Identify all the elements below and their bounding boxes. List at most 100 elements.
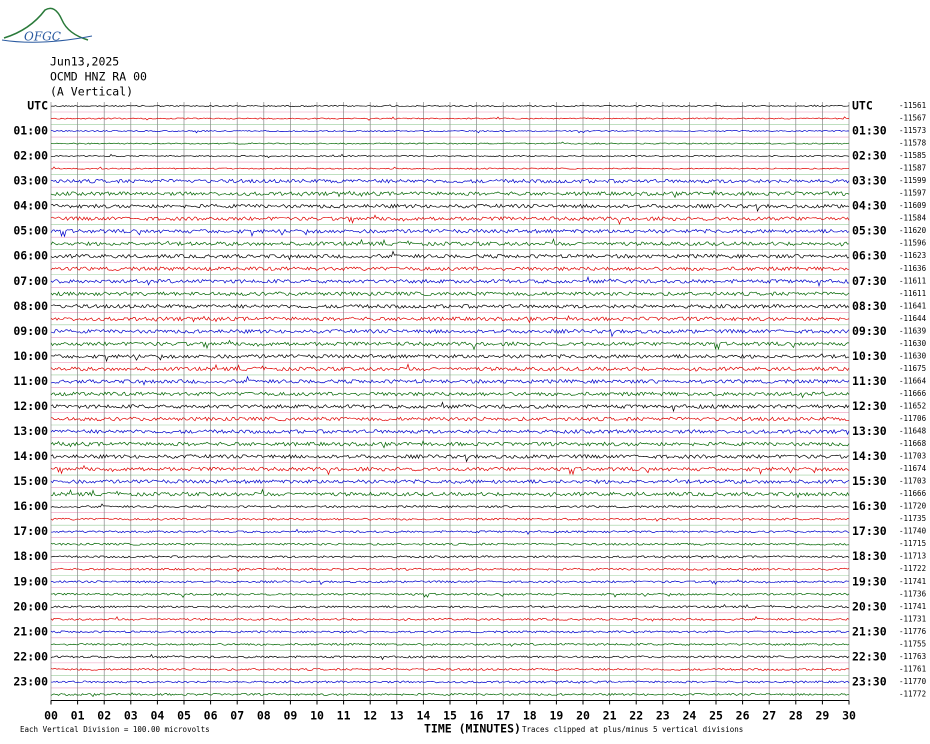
trace (50, 503, 850, 509)
trace (50, 428, 850, 436)
trace (50, 250, 850, 261)
x-tick-label: 30 (842, 709, 856, 723)
trace (50, 615, 850, 622)
clip-note: Traces clipped at plus/minus 5 vertical … (522, 725, 743, 734)
row-value: -11735 (899, 514, 926, 523)
x-tick-label: 12 (363, 709, 377, 723)
left-time-label: 18:00 (13, 549, 48, 563)
right-time-label: 17:30 (852, 524, 887, 538)
row-value: -11666 (899, 489, 927, 498)
row-value: -11630 (899, 351, 927, 360)
trace (50, 401, 850, 413)
row-value: -11720 (899, 502, 927, 511)
left-time-label: 21:00 (13, 624, 48, 638)
x-tick-label: 23 (656, 709, 670, 723)
row-value: -11641 (899, 301, 926, 310)
row-value: -11776 (899, 627, 927, 636)
trace (50, 464, 850, 476)
left-time-label: 13:00 (13, 424, 48, 438)
logo-mark (3, 7, 89, 41)
x-tick-label: 28 (789, 709, 803, 723)
left-time-label: 06:00 (13, 249, 48, 263)
trace (50, 363, 850, 372)
trace (50, 630, 850, 634)
trace (50, 130, 850, 134)
trace (50, 116, 850, 121)
trace (50, 528, 850, 536)
right-time-label: 06:30 (852, 249, 887, 263)
logo-text: OFGC (24, 30, 61, 44)
trace (50, 642, 850, 647)
row-value: -11623 (899, 251, 926, 260)
x-tick-label: 00 (44, 709, 58, 723)
row-value: -11587 (899, 164, 926, 173)
trace (50, 579, 850, 586)
trace (50, 554, 850, 559)
right-time-label: 07:30 (852, 274, 887, 288)
x-tick-label: 11 (337, 709, 351, 723)
trace (50, 416, 850, 422)
left-time-label: 15:00 (13, 474, 48, 488)
row-value: -11630 (899, 339, 927, 348)
trace (50, 315, 850, 324)
left-time-label: 12:00 (13, 399, 48, 413)
trace (50, 375, 850, 386)
trace (50, 592, 850, 598)
row-value: -11674 (899, 464, 927, 473)
x-tick-label: 18 (523, 709, 537, 723)
right-time-label: 14:30 (852, 449, 887, 463)
row-value: -11713 (899, 552, 926, 561)
left-time-label: 10:00 (13, 349, 48, 363)
left-time-label: 01:00 (13, 124, 48, 138)
trace (50, 178, 850, 184)
trace (50, 166, 850, 170)
row-value: -11585 (899, 151, 926, 160)
row-value: -11561 (899, 101, 926, 110)
trace (50, 189, 850, 199)
right-time-label: 13:30 (852, 424, 887, 438)
trace (50, 214, 850, 225)
x-tick-label: 26 (736, 709, 750, 723)
trace (50, 653, 850, 661)
row-value: -11639 (899, 326, 926, 335)
component: (A Vertical) (50, 85, 133, 99)
row-value: -11578 (899, 139, 927, 148)
trace (50, 266, 850, 272)
right-time-label: 12:30 (852, 399, 887, 413)
row-value: -11611 (899, 289, 926, 298)
x-tick-label: 27 (762, 709, 776, 723)
x-tick-label: 03 (124, 709, 138, 723)
trace (50, 517, 850, 522)
row-value: -11763 (899, 652, 926, 661)
x-tick-label: 06 (204, 709, 218, 723)
left-time-label: 19:00 (13, 574, 48, 588)
left-time-label: 23:00 (13, 674, 48, 688)
row-value: -11770 (899, 677, 927, 686)
right-time-label: 03:30 (852, 174, 887, 188)
trace (50, 237, 850, 247)
row-value: -11652 (899, 401, 926, 410)
left-time-label: 07:00 (13, 274, 48, 288)
x-tick-label: 02 (97, 709, 111, 723)
row-value: -11668 (899, 439, 927, 448)
row-value: -11644 (899, 314, 927, 323)
x-tick-label: 08 (257, 709, 271, 723)
trace (50, 680, 850, 685)
row-value: -11722 (899, 564, 926, 573)
x-tick-label: 01 (71, 709, 85, 723)
trace (50, 303, 850, 309)
row-value: -11715 (899, 539, 926, 548)
x-tick-label: 24 (682, 709, 696, 723)
trace (50, 153, 850, 159)
row-value: -11755 (899, 639, 926, 648)
left-time-label: 22:00 (13, 649, 48, 663)
x-tick-label: 20 (576, 709, 590, 723)
right-time-label: 16:30 (852, 499, 887, 513)
left-time-label: 02:00 (13, 149, 48, 163)
trace (50, 228, 850, 238)
x-tick-label: 09 (283, 709, 297, 723)
row-value: -11741 (899, 602, 926, 611)
x-tick-label: 16 (470, 709, 484, 723)
